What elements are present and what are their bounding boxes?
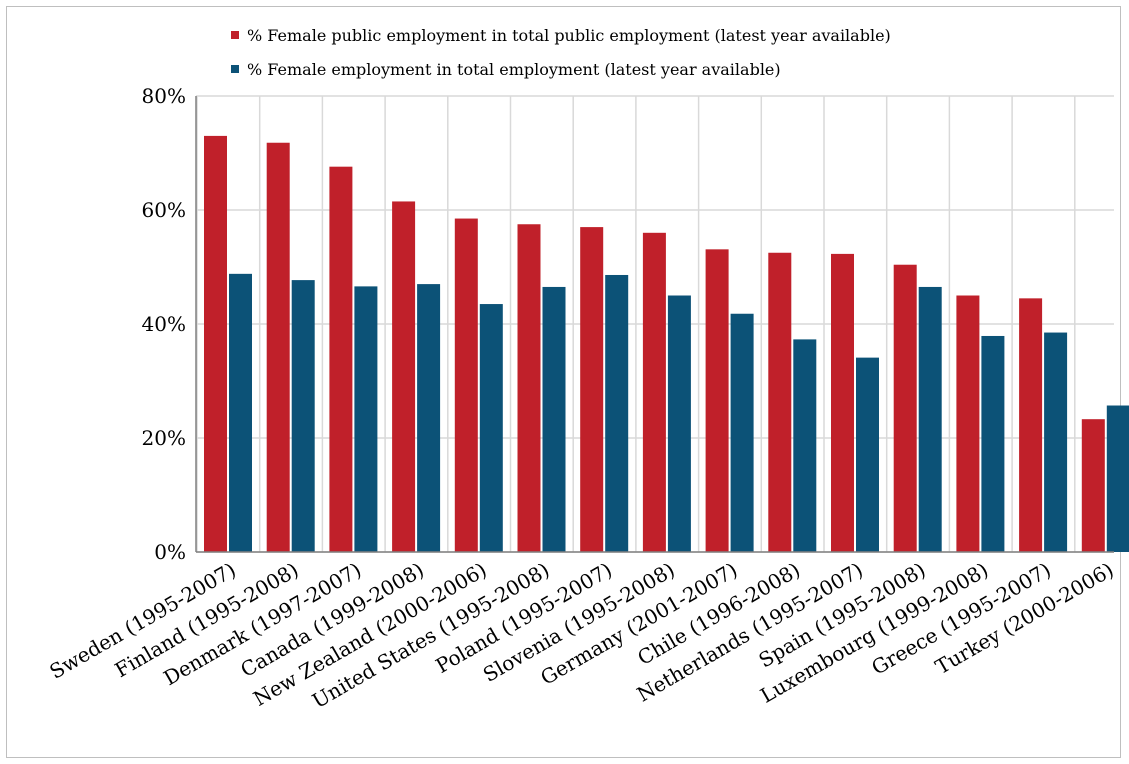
bar-total-6 bbox=[605, 274, 629, 552]
bar-total-7 bbox=[667, 295, 691, 552]
bar-total-3 bbox=[417, 284, 441, 552]
y-tick-label: 0% bbox=[154, 540, 186, 564]
bar-public-9 bbox=[768, 252, 792, 552]
bar-total-5 bbox=[542, 286, 566, 552]
bar-public-8 bbox=[705, 249, 729, 552]
legend-label: % Female public employment in total publ… bbox=[247, 26, 891, 45]
bar-total-11 bbox=[918, 286, 942, 552]
y-tick-label: 80% bbox=[142, 84, 186, 108]
bar-total-1 bbox=[291, 280, 315, 552]
bar-total-2 bbox=[354, 286, 378, 552]
bar-total-9 bbox=[793, 339, 817, 552]
bar-total-12 bbox=[981, 335, 1005, 552]
bar-public-10 bbox=[831, 253, 854, 552]
bar-total-8 bbox=[730, 313, 754, 552]
legend-swatch bbox=[231, 65, 239, 73]
bar-public-4 bbox=[454, 218, 478, 553]
bar-public-1 bbox=[266, 142, 290, 553]
y-tick-label: 40% bbox=[142, 312, 186, 336]
x-category-labels: Sweden (1995-2007)Finland (1995-2008)Den… bbox=[45, 558, 1117, 714]
axes bbox=[195, 96, 1114, 553]
bars bbox=[204, 135, 1129, 553]
bar-public-2 bbox=[329, 166, 353, 552]
bar-public-13 bbox=[1019, 298, 1043, 552]
bar-public-11 bbox=[893, 264, 917, 552]
bar-total-4 bbox=[479, 304, 503, 552]
bar-public-12 bbox=[956, 295, 980, 552]
bar-total-14 bbox=[1106, 405, 1129, 552]
bar-public-14 bbox=[1081, 419, 1105, 552]
bar-public-3 bbox=[392, 201, 416, 552]
bar-public-5 bbox=[517, 224, 541, 552]
bar-total-0 bbox=[229, 273, 252, 552]
legend-swatch bbox=[231, 31, 239, 39]
bar-total-10 bbox=[856, 357, 879, 552]
bar-total-13 bbox=[1044, 332, 1068, 552]
legend: % Female public employment in total publ… bbox=[231, 26, 891, 79]
y-tick-label: 60% bbox=[142, 198, 186, 222]
y-tick-label: 20% bbox=[142, 426, 186, 450]
bar-public-7 bbox=[642, 232, 666, 553]
bar-public-0 bbox=[204, 135, 227, 552]
legend-label: % Female employment in total employment … bbox=[247, 60, 781, 79]
bar-public-6 bbox=[580, 227, 604, 552]
y-tick-labels: 0% 20% 40% 60% 80% bbox=[142, 84, 186, 564]
